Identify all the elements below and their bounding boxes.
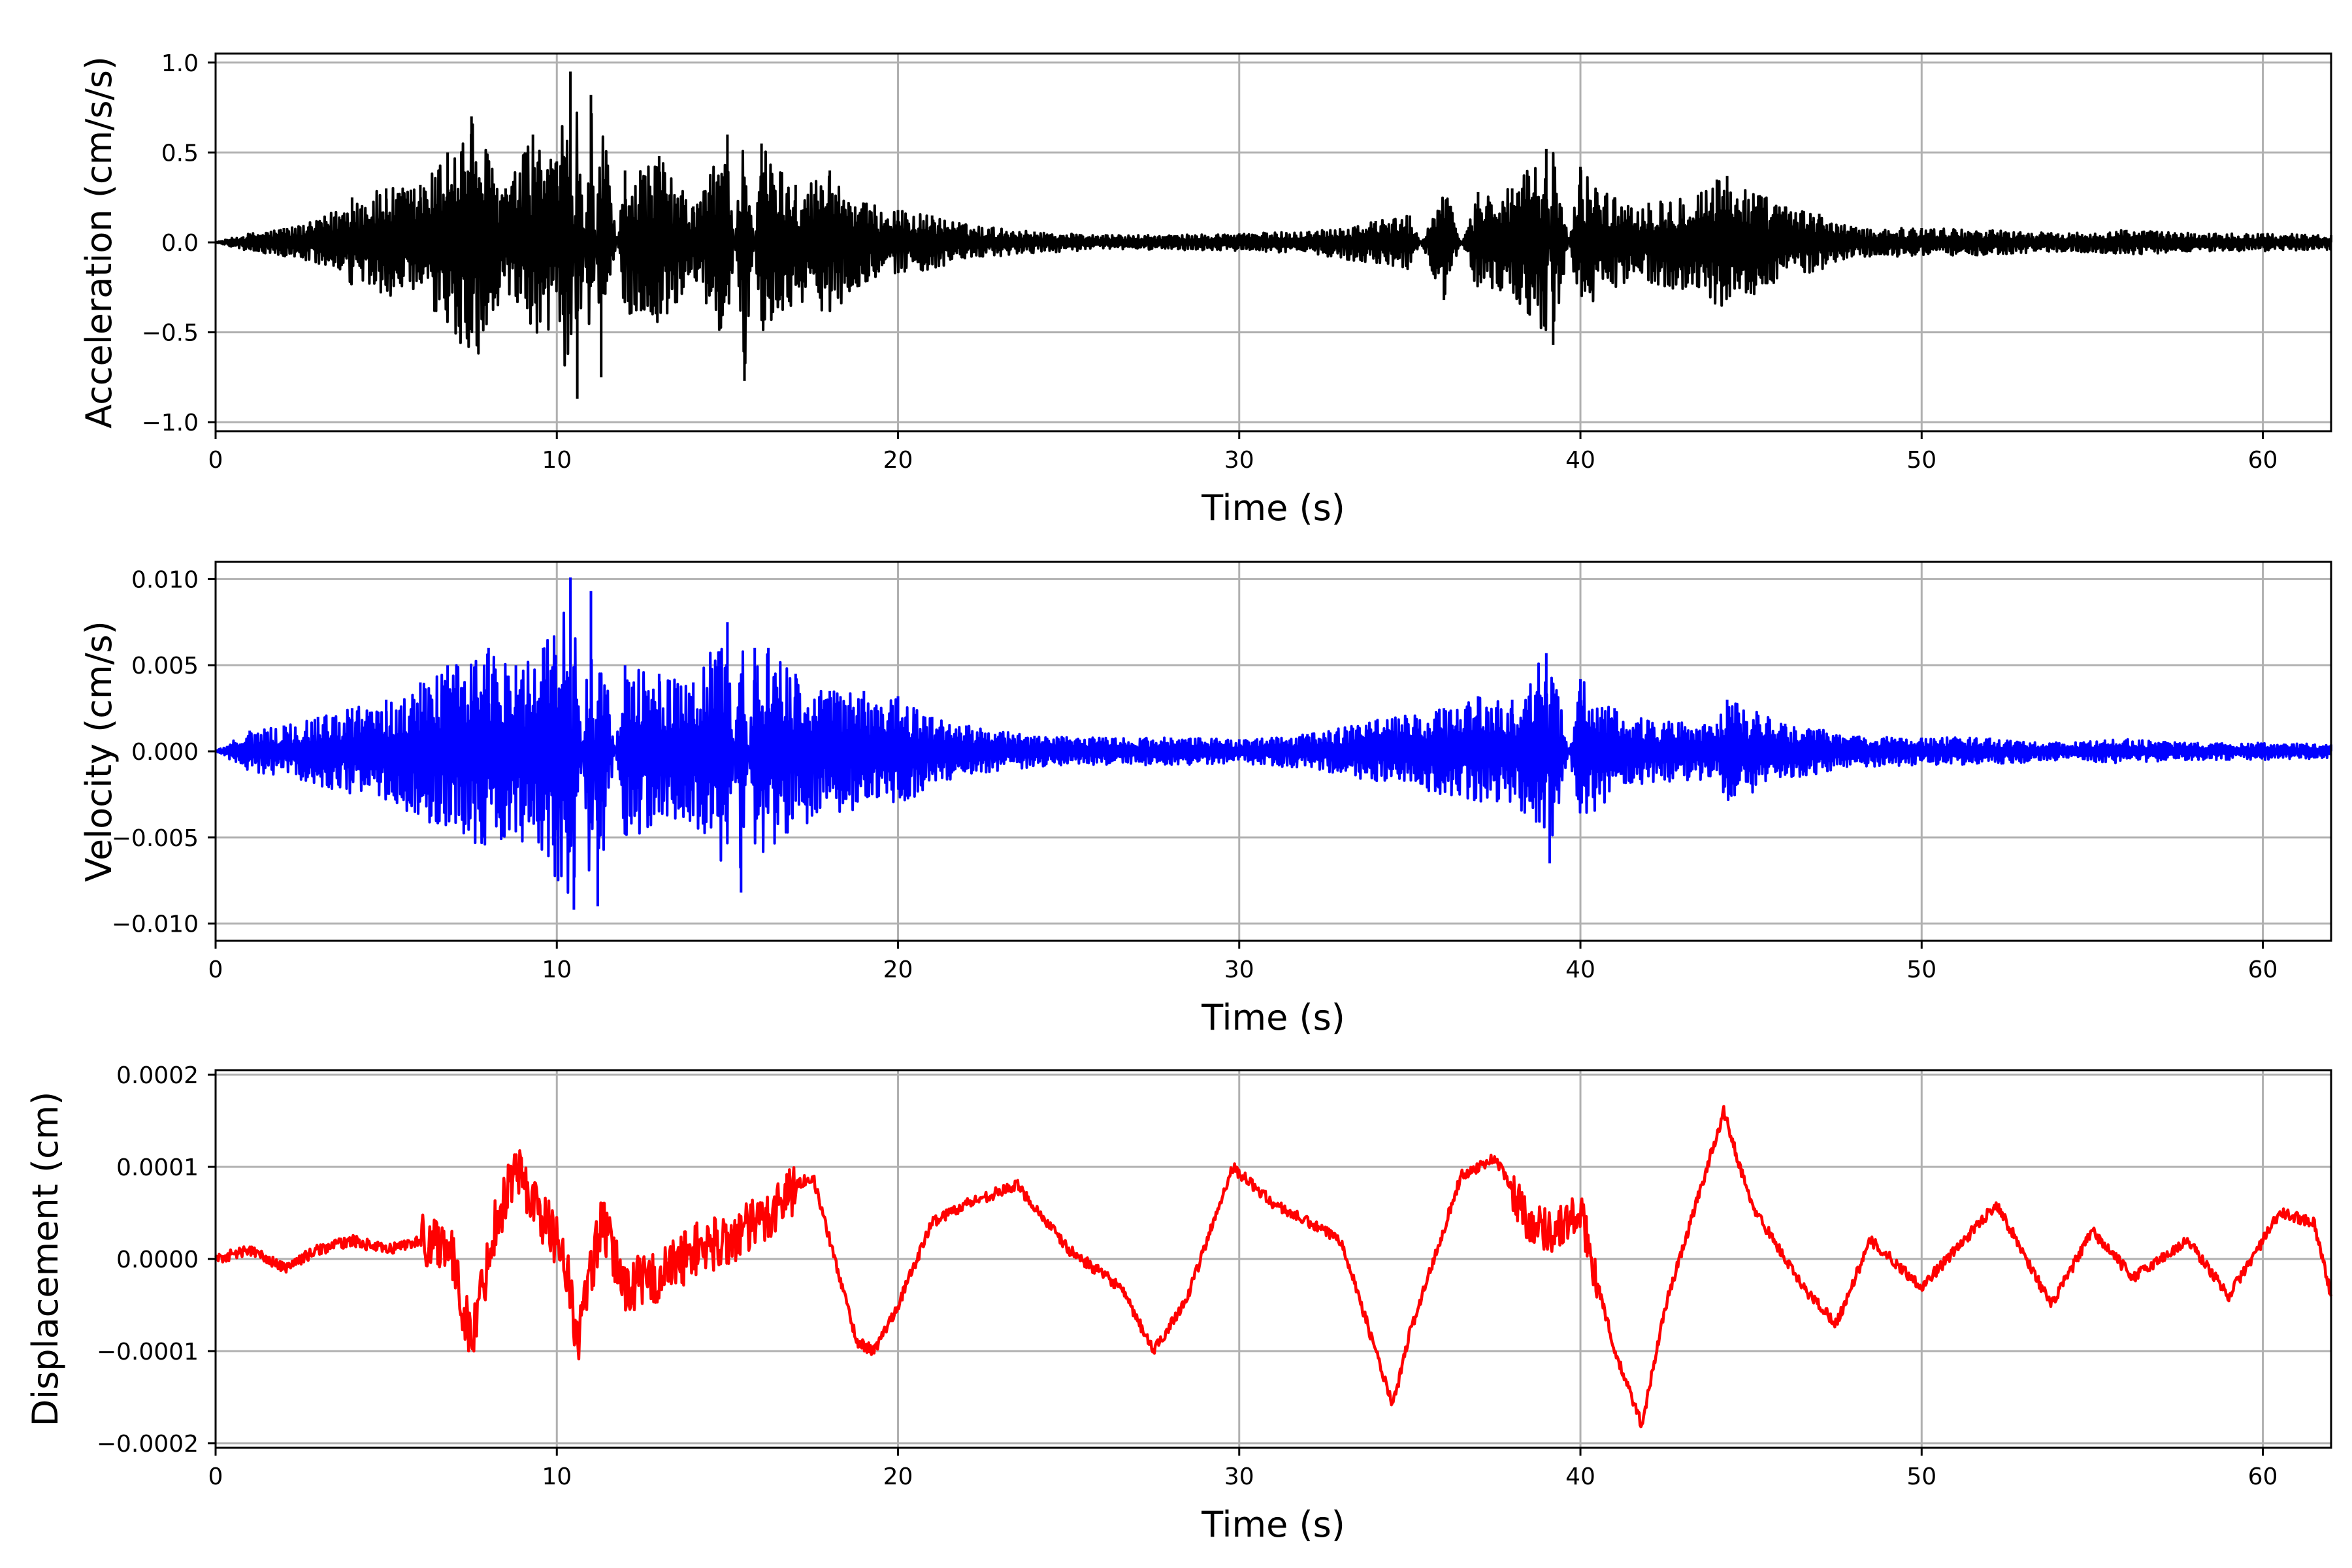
displacement-x-tick-label: 50 [1906, 1463, 1936, 1490]
velocity-x-tick-label: 60 [2248, 956, 2278, 983]
velocity-y-tick-label: −0.005 [112, 825, 199, 852]
acceleration-x-tick-label: 40 [1565, 447, 1595, 474]
velocity-x-tick-label: 40 [1565, 956, 1595, 983]
acceleration-y-tick-label: 0.0 [161, 230, 199, 257]
displacement-x-tick-label: 40 [1565, 1463, 1595, 1490]
velocity-x-axis-label: Time (s) [1201, 997, 1345, 1038]
acceleration-y-tick-label: −1.0 [142, 410, 199, 436]
velocity-x-tick-label: 50 [1906, 956, 1936, 983]
displacement-series-line [214, 1105, 2333, 1429]
acceleration-y-axis-label: Acceleration (cm/s/s) [78, 56, 120, 429]
velocity-y-tick-label: 0.000 [131, 739, 199, 766]
velocity-x-tick-label: 10 [542, 956, 572, 983]
velocity-x-tick-label: 20 [883, 956, 913, 983]
displacement-y-tick-label: −0.0001 [97, 1339, 199, 1365]
displacement-y-tick-label: −0.0002 [97, 1431, 199, 1458]
displacement-y-tick-label: 0.0000 [116, 1247, 199, 1273]
velocity-x-tick-label: 0 [208, 956, 223, 983]
velocity-x-tick-label: 30 [1224, 956, 1254, 983]
acceleration-x-tick-label: 50 [1906, 447, 1936, 474]
acceleration-y-tick-label: 1.0 [161, 50, 199, 77]
acceleration-series-line [215, 71, 2332, 399]
displacement-x-tick-label: 60 [2248, 1463, 2278, 1490]
displacement-y-axis-label: Displacement (cm) [25, 1092, 66, 1427]
acceleration-x-tick-label: 30 [1224, 447, 1254, 474]
acceleration-x-tick-label: 10 [542, 447, 572, 474]
acceleration-x-tick-label: 0 [208, 447, 223, 474]
velocity-y-tick-label: −0.010 [112, 911, 199, 938]
acceleration-x-axis-label: Time (s) [1201, 487, 1345, 529]
displacement-x-tick-label: 20 [883, 1463, 913, 1490]
acceleration-panel: 0 10 20 30 40 50 60 −1.0 −0.5 0.0 0.5 1.0 Time (s) Ac… [78, 50, 2332, 529]
displacement-x-tick-label: 0 [208, 1463, 223, 1490]
acceleration-x-tick-label: 20 [883, 447, 913, 474]
displacement-x-tick-label: 10 [542, 1463, 572, 1490]
velocity-panel: 0 10 20 30 40 50 60 −0.010 −0.005 0.000 0.005 0.010… [78, 561, 2332, 1038]
velocity-y-tick-label: 0.010 [131, 566, 199, 593]
acceleration-x-tick-label: 60 [2248, 447, 2278, 474]
displacement-y-tick-label: 0.0001 [116, 1154, 199, 1181]
displacement-x-tick-label: 30 [1224, 1463, 1254, 1490]
velocity-y-axis-label: Velocity (cm/s) [78, 621, 120, 882]
acceleration-y-tick-label: 0.5 [161, 140, 199, 167]
velocity-y-tick-label: 0.005 [131, 653, 199, 679]
displacement-panel: 0 10 20 30 40 50 60 −0.0002 −0.0001 0.0000 0.0001 0… [25, 1062, 2333, 1545]
displacement-y-tick-label: 0.0002 [116, 1062, 199, 1089]
displacement-x-axis-label: Time (s) [1201, 1504, 1345, 1545]
velocity-series-line [215, 577, 2332, 910]
acceleration-y-tick-label: −0.5 [142, 320, 199, 347]
